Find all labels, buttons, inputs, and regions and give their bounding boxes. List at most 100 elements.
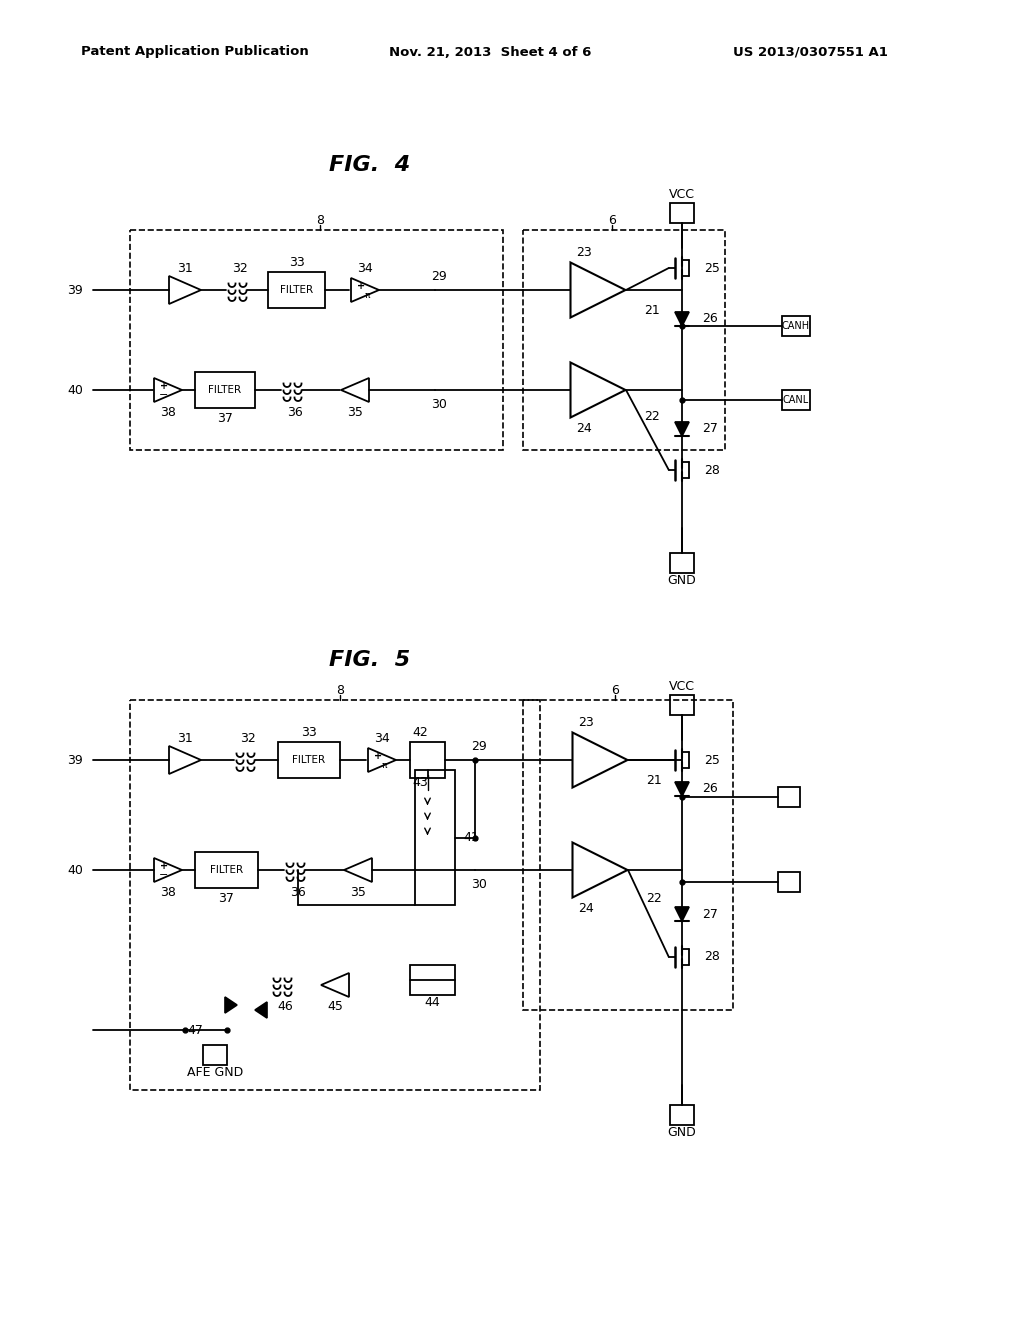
Text: 32: 32	[240, 731, 256, 744]
Text: 39: 39	[68, 754, 83, 767]
Text: 33: 33	[289, 256, 304, 268]
Text: 31: 31	[177, 731, 193, 744]
Polygon shape	[570, 263, 626, 318]
Text: FILTER: FILTER	[293, 755, 326, 766]
Text: 37: 37	[218, 891, 234, 904]
Text: 27: 27	[702, 422, 718, 436]
Text: FILTER: FILTER	[210, 865, 243, 875]
Text: 21: 21	[644, 304, 660, 317]
Polygon shape	[341, 378, 369, 403]
Text: Nov. 21, 2013  Sheet 4 of 6: Nov. 21, 2013 Sheet 4 of 6	[389, 45, 591, 58]
Text: FIG.  5: FIG. 5	[330, 649, 411, 671]
Text: π: π	[381, 760, 387, 770]
Polygon shape	[368, 748, 396, 772]
Text: −: −	[160, 870, 169, 880]
Text: 27: 27	[702, 908, 718, 920]
Text: 6: 6	[611, 684, 618, 697]
Polygon shape	[344, 858, 372, 882]
Polygon shape	[154, 378, 182, 403]
Text: 31: 31	[177, 261, 193, 275]
Text: 38: 38	[160, 886, 176, 899]
Text: 8: 8	[336, 684, 344, 697]
Text: 6: 6	[608, 214, 616, 227]
Text: 40: 40	[68, 384, 83, 396]
Text: 40: 40	[68, 863, 83, 876]
Text: 37: 37	[217, 412, 232, 425]
Text: 47: 47	[187, 1023, 203, 1036]
Text: +: +	[160, 381, 168, 391]
Text: 33: 33	[301, 726, 316, 738]
Bar	[523, 230, 725, 450]
Polygon shape	[169, 746, 201, 774]
Text: π: π	[365, 290, 370, 300]
Polygon shape	[572, 733, 628, 788]
Text: 30: 30	[431, 397, 446, 411]
Bar	[523, 700, 733, 1010]
Text: Patent Application Publication: Patent Application Publication	[81, 45, 309, 58]
Bar	[195, 851, 258, 888]
Text: FILTER: FILTER	[280, 285, 313, 294]
Text: VCC: VCC	[669, 189, 695, 202]
Text: 8: 8	[316, 214, 324, 227]
Text: 30: 30	[471, 878, 487, 891]
Text: 24: 24	[579, 902, 594, 915]
Text: 22: 22	[644, 409, 660, 422]
Text: 28: 28	[705, 463, 720, 477]
Text: FIG.  4: FIG. 4	[330, 154, 411, 176]
Text: VCC: VCC	[669, 681, 695, 693]
Text: CANL: CANL	[783, 395, 809, 405]
Text: 29: 29	[431, 269, 446, 282]
Text: 28: 28	[705, 950, 720, 964]
Text: 38: 38	[160, 405, 176, 418]
Bar	[410, 965, 455, 995]
Polygon shape	[572, 842, 628, 898]
Bar	[130, 700, 540, 1090]
Text: 21: 21	[646, 775, 662, 788]
Bar	[782, 315, 810, 337]
Bar	[130, 230, 503, 450]
Bar	[778, 787, 800, 807]
Text: 22: 22	[646, 891, 662, 904]
Text: −: −	[160, 389, 169, 400]
Text: 24: 24	[577, 421, 592, 434]
Text: 42: 42	[412, 726, 428, 738]
Bar	[670, 1105, 694, 1125]
Text: 39: 39	[68, 284, 83, 297]
Text: 25: 25	[705, 754, 720, 767]
Polygon shape	[321, 973, 349, 997]
Text: 29: 29	[471, 739, 486, 752]
Polygon shape	[675, 422, 689, 436]
Text: GND: GND	[668, 1126, 696, 1139]
Text: 36: 36	[287, 405, 303, 418]
Polygon shape	[675, 312, 689, 326]
Text: 32: 32	[232, 261, 248, 275]
Text: 34: 34	[374, 731, 390, 744]
Bar	[670, 553, 694, 573]
Bar	[778, 873, 800, 892]
Bar	[415, 770, 455, 906]
Text: 46: 46	[278, 1001, 293, 1014]
Polygon shape	[570, 363, 626, 417]
Text: 43: 43	[412, 776, 428, 788]
Text: 45: 45	[327, 1001, 343, 1014]
Text: 23: 23	[579, 715, 594, 729]
Text: 35: 35	[347, 405, 362, 418]
Bar	[203, 1045, 227, 1065]
Bar	[670, 203, 694, 223]
Text: 35: 35	[350, 886, 366, 899]
Text: FILTER: FILTER	[209, 385, 242, 395]
Text: 26: 26	[702, 783, 718, 796]
Polygon shape	[675, 781, 689, 796]
Polygon shape	[351, 279, 379, 302]
Text: GND: GND	[668, 574, 696, 587]
Text: 26: 26	[702, 313, 718, 326]
Polygon shape	[169, 276, 201, 304]
Bar	[278, 742, 340, 777]
Text: 23: 23	[577, 246, 592, 259]
Text: +: +	[357, 281, 366, 290]
Bar	[268, 272, 325, 308]
Text: AFE GND: AFE GND	[186, 1067, 243, 1080]
Text: +: +	[374, 751, 382, 762]
Bar	[670, 696, 694, 715]
Polygon shape	[225, 997, 237, 1012]
